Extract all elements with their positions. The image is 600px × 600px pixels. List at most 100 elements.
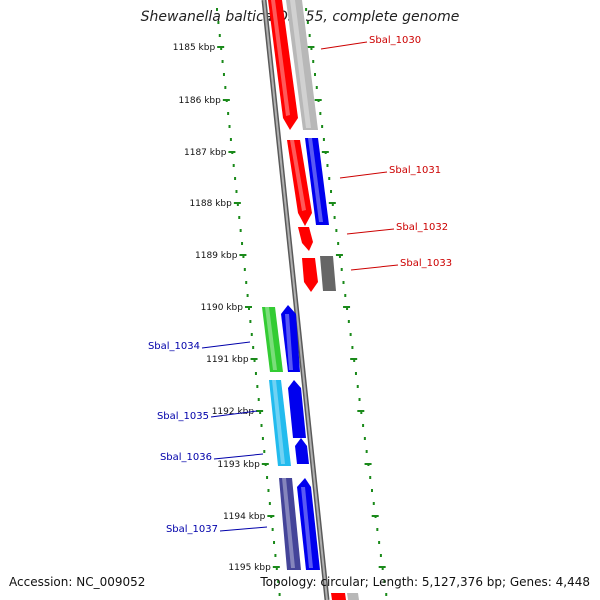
tick-mark	[254, 372, 257, 375]
tick-mark	[312, 60, 315, 63]
major-tick	[239, 254, 247, 256]
tick-mark	[249, 320, 252, 323]
major-tick	[228, 151, 236, 153]
gene-highlight	[272, 380, 285, 464]
tick-mark	[241, 242, 244, 245]
tick-mark	[222, 73, 225, 76]
tick-mark	[228, 125, 231, 128]
tick-mark	[331, 203, 334, 206]
major-tick	[256, 410, 264, 412]
tick-mark	[274, 554, 277, 557]
tick-mark	[338, 255, 341, 258]
major-tick	[335, 254, 343, 256]
major-tick	[328, 202, 336, 204]
tick-mark	[229, 138, 232, 141]
major-tick	[244, 306, 252, 308]
gene-label-sbal-1033: Sbal_1033	[400, 258, 452, 269]
tick-mark	[217, 21, 220, 24]
tick-mark	[378, 541, 381, 544]
gene-block-sbal-1031-red	[287, 140, 312, 226]
gene-leader-line	[201, 341, 251, 349]
tick-mark	[235, 190, 238, 193]
tick-mark	[385, 593, 388, 596]
scale-label: 1192 kbp	[212, 407, 255, 417]
tick-mark	[321, 125, 324, 128]
gene-block-sbal-1032-red	[298, 227, 313, 251]
tick-mark	[268, 502, 271, 505]
tick-mark	[253, 359, 256, 362]
tick-mark	[335, 229, 338, 232]
tick-mark	[263, 450, 266, 453]
gene-block-sbal-1031-blue	[305, 138, 329, 225]
gene-block-sbal-1035-blue	[288, 380, 306, 438]
major-tick	[364, 463, 372, 465]
scale-label: 1195 kbp	[228, 563, 271, 573]
tick-mark	[260, 424, 263, 427]
tick-mark	[337, 242, 340, 245]
major-tick	[217, 46, 225, 48]
gene-leader-line	[210, 410, 258, 418]
gene-block-sbal-1036-blue	[295, 438, 309, 464]
tick-mark	[224, 86, 227, 89]
major-tick	[321, 151, 329, 153]
gene-highlight	[308, 138, 323, 222]
tick-mark	[245, 281, 248, 284]
tick-mark	[271, 528, 274, 531]
tick-mark	[315, 86, 318, 89]
tick-mark	[266, 476, 269, 479]
gene-block-sbal-1035-cyan	[269, 380, 291, 466]
major-tick	[250, 358, 258, 360]
major-tick	[371, 515, 379, 517]
tick-mark	[347, 320, 350, 323]
gene-blocks	[262, 0, 359, 600]
tick-mark	[261, 437, 264, 440]
accession-text: Accession: NC_009052	[9, 575, 146, 589]
tick-mark	[351, 346, 354, 349]
genome-backbone	[261, 0, 330, 600]
tick-mark	[342, 281, 345, 284]
tick-mark	[259, 411, 262, 414]
scale-label: 1194 kbp	[223, 512, 266, 522]
tick-mark	[353, 359, 356, 362]
major-tick	[314, 99, 322, 101]
scale-label: 1190 kbp	[201, 303, 244, 313]
tick-mark	[333, 216, 336, 219]
gene-label-sbal-1031: Sbal_1031	[389, 165, 441, 176]
gene-block-sbal-1030-red	[268, 0, 298, 130]
gene-highlight	[301, 487, 313, 568]
tick-mark	[381, 567, 384, 570]
scale-label: 1186 kbp	[178, 96, 221, 106]
tick-mark	[227, 112, 230, 115]
tick-mark	[247, 307, 250, 310]
gene-leader-line	[339, 171, 388, 179]
tick-mark	[278, 593, 281, 596]
major-tick	[378, 566, 386, 568]
gene-label-sbal-1030: Sbal_1030	[369, 35, 421, 46]
tick-mark	[277, 580, 280, 583]
major-tick	[343, 306, 351, 308]
tick-mark	[319, 112, 322, 115]
gene-leader-line	[320, 41, 368, 50]
gene-block-partial-gray	[347, 593, 359, 600]
scale-label: 1185 kbp	[173, 43, 216, 53]
tick-mark	[275, 567, 278, 570]
tick-mark	[221, 60, 224, 63]
gene-label-sbal-1035: Sbal_1035	[157, 411, 209, 422]
scale-labels: 1185 kbp 1186 kbp 1187 kbp 1188 kbp 1189 kbp…	[173, 43, 271, 573]
tick-mark	[363, 437, 366, 440]
tick-mark	[328, 177, 331, 180]
tick-mark	[340, 268, 343, 271]
tick-mark	[354, 372, 357, 375]
tick-mark	[383, 580, 386, 583]
tick-mark	[252, 346, 255, 349]
tick-mark	[365, 450, 368, 453]
tick-mark	[220, 47, 223, 50]
tick-mark	[216, 8, 218, 11]
major-tick	[222, 99, 230, 101]
gene-label-sbal-1037: Sbal_1037	[166, 524, 218, 535]
scale-label: 1189 kbp	[195, 251, 238, 261]
tick-mark	[360, 411, 363, 414]
gene-highlight	[271, 0, 290, 116]
gene-leader-line	[350, 264, 399, 271]
tick-mark	[246, 294, 249, 297]
